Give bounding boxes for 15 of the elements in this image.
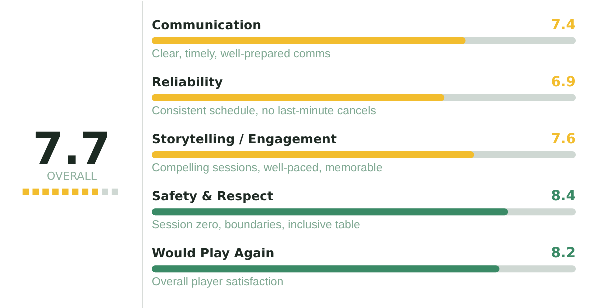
data-label: 7.4	[551, 17, 576, 34]
data-label: 7.6	[551, 132, 576, 148]
category-label: Reliability	[152, 74, 224, 90]
annotation: Session zero, boundaries, inclusive table	[152, 220, 360, 232]
data-label: 8.2	[551, 246, 576, 262]
category-label: Communication	[152, 17, 262, 32]
data-label: 8.4	[551, 188, 576, 205]
category-label: Storytelling / Engagement	[152, 132, 337, 147]
data-label: 6.9	[551, 74, 576, 90]
annotation: Clear, timely, well-prepared comms	[152, 48, 331, 60]
annotation: Consistent schedule, no last-minute cancels	[152, 105, 377, 118]
annotation: Overall player satisfaction	[152, 276, 284, 289]
category-label: Safety & Respect	[152, 188, 274, 204]
category-label: Would Play Again	[152, 246, 275, 261]
annotation: Compelling sessions, well-paced, memorable	[152, 162, 383, 175]
